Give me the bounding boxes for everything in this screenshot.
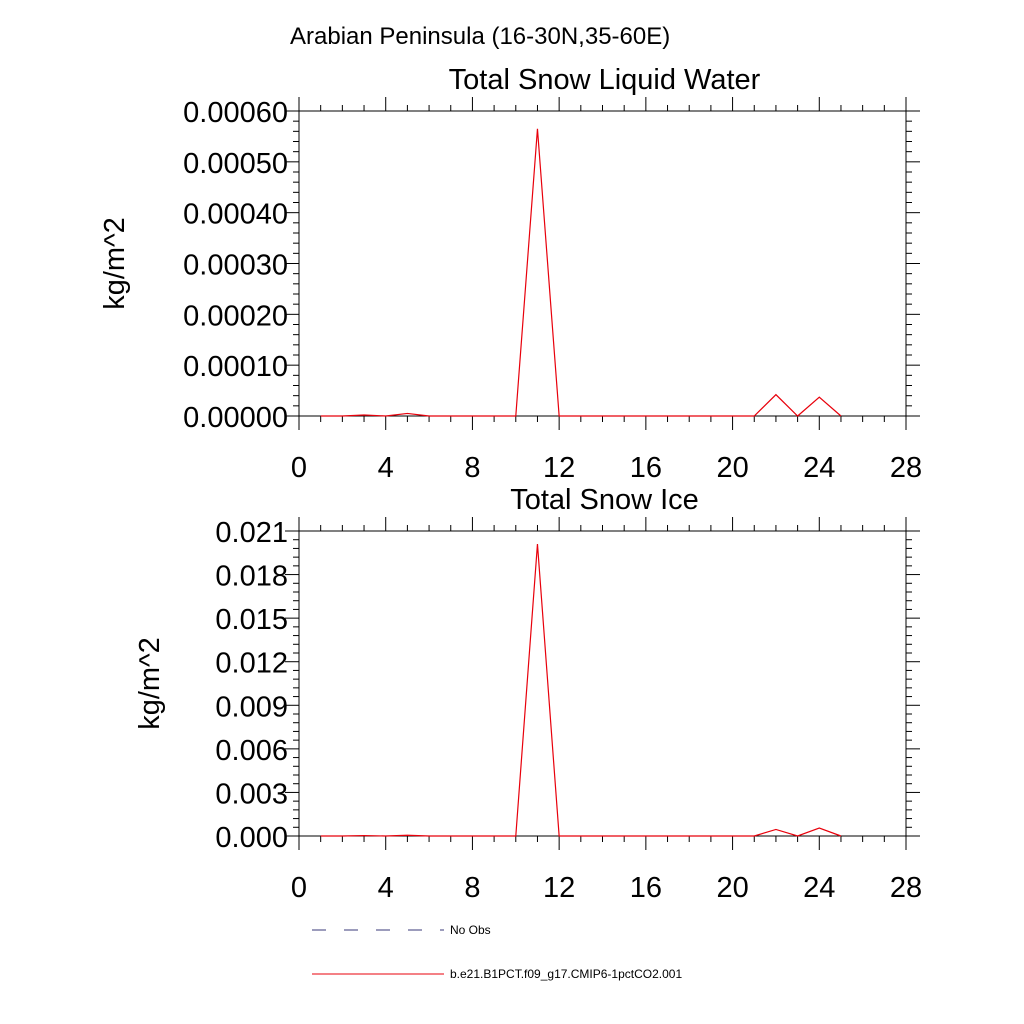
y-tick-label: 0.000 bbox=[215, 822, 288, 854]
data-point bbox=[602, 835, 603, 836]
data-point bbox=[797, 835, 798, 836]
data-point bbox=[732, 415, 733, 416]
data-point bbox=[754, 415, 755, 416]
x-tick-label: 0 bbox=[291, 872, 307, 904]
data-point bbox=[580, 835, 581, 836]
y-tick-label: 0.021 bbox=[215, 517, 288, 549]
series-line-0 bbox=[320, 128, 842, 417]
y-tick-label: 0.018 bbox=[215, 561, 288, 593]
data-point bbox=[602, 415, 603, 416]
data-point bbox=[472, 835, 473, 836]
data-point bbox=[732, 835, 733, 836]
data-point bbox=[840, 415, 841, 416]
data-point bbox=[363, 414, 364, 415]
data-point bbox=[428, 835, 429, 836]
data-point bbox=[515, 415, 516, 416]
data-point bbox=[450, 835, 451, 836]
x-tick-label: 28 bbox=[890, 872, 922, 904]
y-tick-label: 0.00060 bbox=[183, 97, 288, 129]
chart-title: Total Snow Liquid Water bbox=[449, 64, 761, 96]
data-point bbox=[537, 543, 538, 544]
y-tick-label: 0.00010 bbox=[183, 351, 288, 383]
data-point bbox=[624, 415, 625, 416]
x-tick-label: 12 bbox=[543, 872, 575, 904]
data-point bbox=[775, 829, 776, 830]
data-point bbox=[689, 415, 690, 416]
y-tick-label: 0.00020 bbox=[183, 300, 288, 332]
data-point bbox=[819, 397, 820, 398]
panel-snow-liquid-water: Total Snow Liquid Water kg/m^2 0 4 8 12 16 20 24… bbox=[99, 64, 922, 484]
plot-frame bbox=[298, 530, 907, 837]
chart-title: Total Snow Ice bbox=[510, 484, 699, 516]
data-point bbox=[840, 835, 841, 836]
y-tick-label: 0.00030 bbox=[183, 250, 288, 282]
data-point bbox=[645, 415, 646, 416]
y-tick-label: 0.015 bbox=[215, 604, 288, 636]
data-point bbox=[494, 835, 495, 836]
x-tick-label: 16 bbox=[630, 452, 662, 484]
data-point bbox=[710, 835, 711, 836]
x-tick-label: 16 bbox=[630, 872, 662, 904]
data-point bbox=[428, 415, 429, 416]
data-point bbox=[472, 415, 473, 416]
data-point bbox=[450, 415, 451, 416]
data-point bbox=[710, 415, 711, 416]
data-point bbox=[363, 835, 364, 836]
y-tick-label: 0.006 bbox=[215, 735, 288, 767]
panel-snow-ice: Total Snow Ice kg/m^2 0 4 8 12 16 20 24 28 0.000 0.… bbox=[134, 484, 922, 904]
legend-label-model: b.e21.B1PCT.f09_g17.CMIP6-1pctCO2.001 bbox=[450, 967, 682, 981]
data-point bbox=[537, 128, 538, 129]
y-tick-label: 0.00000 bbox=[183, 402, 288, 434]
y-tick-label: 0.009 bbox=[215, 691, 288, 723]
y-tick-label: 0.012 bbox=[215, 648, 288, 680]
data-point bbox=[342, 835, 343, 836]
x-tick-label: 4 bbox=[378, 452, 394, 484]
data-point bbox=[407, 413, 408, 414]
x-tick-label: 20 bbox=[716, 872, 748, 904]
y-axis-label: kg/m^2 bbox=[99, 217, 131, 310]
data-point bbox=[342, 415, 343, 416]
region-title: Arabian Peninsula (16-30N,35-60E) bbox=[290, 23, 670, 50]
data-point bbox=[559, 835, 560, 836]
x-tick-label: 8 bbox=[464, 872, 480, 904]
data-point bbox=[645, 835, 646, 836]
y-tick-label: 0.003 bbox=[215, 778, 288, 810]
data-point bbox=[775, 394, 776, 395]
x-tick-label: 12 bbox=[543, 452, 575, 484]
x-tick-label: 20 bbox=[716, 452, 748, 484]
series-line-0 bbox=[320, 544, 842, 837]
x-tick-label: 4 bbox=[378, 872, 394, 904]
data-point bbox=[494, 415, 495, 416]
y-tick-label: 0.00040 bbox=[183, 199, 288, 231]
data-point bbox=[624, 835, 625, 836]
data-point bbox=[819, 827, 820, 828]
data-point bbox=[667, 835, 668, 836]
data-point bbox=[385, 415, 386, 416]
data-point bbox=[754, 835, 755, 836]
data-point bbox=[515, 835, 516, 836]
data-point bbox=[407, 835, 408, 836]
y-axis-label: kg/m^2 bbox=[134, 637, 166, 730]
data-point bbox=[320, 415, 321, 416]
plot-frame bbox=[298, 110, 907, 417]
data-point bbox=[797, 415, 798, 416]
x-tick-label: 24 bbox=[803, 872, 835, 904]
x-tick-label: 24 bbox=[803, 452, 835, 484]
data-point bbox=[667, 415, 668, 416]
data-point bbox=[689, 835, 690, 836]
legend: No Obs b.e21.B1PCT.f09_g17.CMIP6-1pctCO2… bbox=[312, 923, 682, 981]
data-point bbox=[320, 835, 321, 836]
x-tick-label: 28 bbox=[890, 452, 922, 484]
y-tick-label: 0.00050 bbox=[183, 148, 288, 180]
data-point bbox=[580, 415, 581, 416]
data-point bbox=[385, 835, 386, 836]
x-tick-label: 8 bbox=[464, 452, 480, 484]
legend-label-no-obs: No Obs bbox=[450, 923, 491, 937]
x-tick-label: 0 bbox=[291, 452, 307, 484]
data-point bbox=[559, 415, 560, 416]
